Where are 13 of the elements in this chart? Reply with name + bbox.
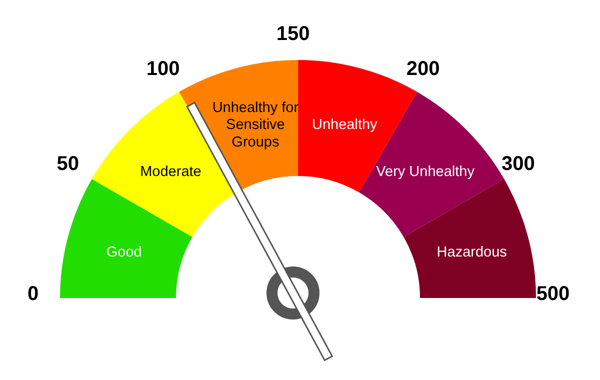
text: 150	[276, 23, 310, 45]
slice-label: Hazardous	[436, 244, 507, 261]
text: 0	[27, 283, 39, 305]
slice-label: Unhealthy for Sensitive Groups	[212, 100, 299, 151]
text: 100	[146, 58, 180, 80]
text: 50	[56, 152, 79, 175]
text: 300	[502, 153, 535, 176]
slice-label: Moderate	[140, 164, 202, 180]
slice-label: Good	[106, 244, 142, 260]
text: 200	[406, 58, 440, 80]
slice-label: Very Unhealthy	[376, 164, 476, 180]
text: 500	[536, 283, 570, 305]
slice-label: Unhealthy	[312, 117, 378, 134]
